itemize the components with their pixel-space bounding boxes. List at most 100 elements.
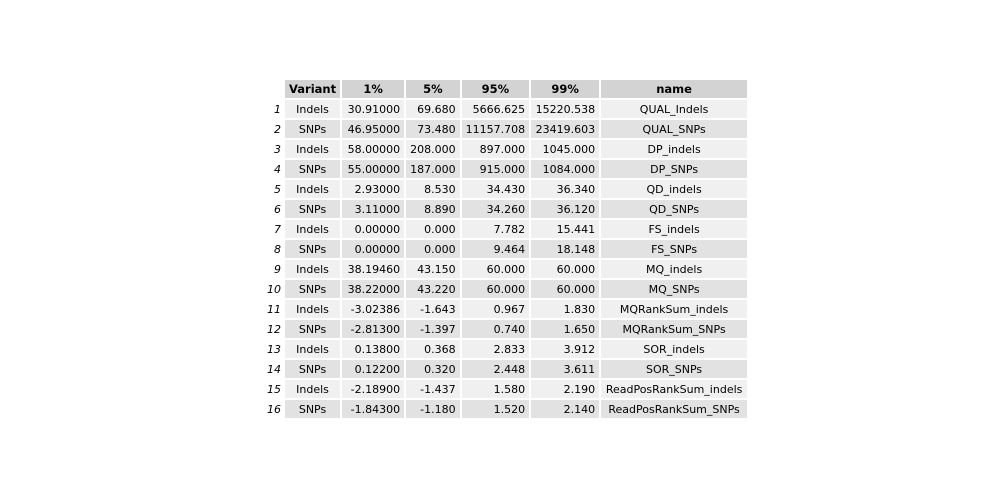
row-index-cell: 13	[263, 340, 283, 358]
pct95-cell: 1.520	[461, 400, 530, 418]
pct1-cell: 0.00000	[342, 240, 405, 258]
variant-cell: SNPs	[285, 160, 341, 178]
pct1-cell: 30.91000	[342, 100, 405, 118]
variant-cell: SNPs	[285, 200, 341, 218]
table-row: 2 SNPs 46.95000 73.480 11157.708 23419.603 QUA…	[263, 120, 748, 138]
table-row: 3 Indels 58.00000 208.000 897.000 1045.000 DP_…	[263, 140, 748, 158]
variant-cell: SNPs	[285, 320, 341, 338]
name-cell: QUAL_SNPs	[601, 120, 748, 138]
row-index-cell: 9	[263, 260, 283, 278]
header-cell-95pct: 95%	[461, 80, 530, 98]
pct95-cell: 34.430	[461, 180, 530, 198]
pct99-cell: 1.650	[531, 320, 600, 338]
pct5-cell: 43.220	[406, 280, 460, 298]
pct99-cell: 60.000	[531, 260, 600, 278]
name-cell: SOR_SNPs	[601, 360, 748, 378]
table-row: 5 Indels 2.93000 8.530 34.430 36.340 QD_indels	[263, 180, 748, 198]
table-row: 4 SNPs 55.00000 187.000 915.000 1084.000 DP_SN…	[263, 160, 748, 178]
row-index-cell: 12	[263, 320, 283, 338]
pct99-cell: 2.190	[531, 380, 600, 398]
pct5-cell: 208.000	[406, 140, 460, 158]
pct1-cell: 2.93000	[342, 180, 405, 198]
table-row: 1 Indels 30.91000 69.680 5666.625 15220.538 QU…	[263, 100, 748, 118]
row-index-cell: 5	[263, 180, 283, 198]
header-cell-variant: Variant	[285, 80, 341, 98]
data-table: Variant 1% 5% 95% 99% name 1 Indels 30.910…	[261, 78, 749, 420]
row-index-cell: 10	[263, 280, 283, 298]
pct5-cell: 73.480	[406, 120, 460, 138]
variant-cell: SNPs	[285, 360, 341, 378]
name-cell: MQ_SNPs	[601, 280, 748, 298]
variant-cell: Indels	[285, 380, 341, 398]
pct99-cell: 15220.538	[531, 100, 600, 118]
row-index-cell: 15	[263, 380, 283, 398]
variant-cell: Indels	[285, 140, 341, 158]
pct1-cell: 58.00000	[342, 140, 405, 158]
pct95-cell: 0.967	[461, 300, 530, 318]
pct95-cell: 915.000	[461, 160, 530, 178]
table-body: 1 Indels 30.91000 69.680 5666.625 15220.538 QU…	[263, 100, 748, 418]
table-row: 9 Indels 38.19460 43.150 60.000 60.000 MQ_inde…	[263, 260, 748, 278]
pct95-cell: 11157.708	[461, 120, 530, 138]
row-index-cell: 8	[263, 240, 283, 258]
pct1-cell: 0.13800	[342, 340, 405, 358]
table-row: 13 Indels 0.13800 0.368 2.833 3.912 SOR_indels	[263, 340, 748, 358]
pct95-cell: 9.464	[461, 240, 530, 258]
pct99-cell: 18.148	[531, 240, 600, 258]
pct5-cell: -1.397	[406, 320, 460, 338]
pct99-cell: 36.340	[531, 180, 600, 198]
name-cell: QUAL_Indels	[601, 100, 748, 118]
table-row: 8 SNPs 0.00000 0.000 9.464 18.148 FS_SNPs	[263, 240, 748, 258]
pct5-cell: -1.437	[406, 380, 460, 398]
table-row: 16 SNPs -1.84300 -1.180 1.520 2.140 ReadPosRan…	[263, 400, 748, 418]
variant-cell: Indels	[285, 340, 341, 358]
pct99-cell: 60.000	[531, 280, 600, 298]
pct1-cell: -1.84300	[342, 400, 405, 418]
pct1-cell: 38.19460	[342, 260, 405, 278]
pct95-cell: 5666.625	[461, 100, 530, 118]
variant-cell: SNPs	[285, 120, 341, 138]
table-row: 7 Indels 0.00000 0.000 7.782 15.441 FS_indels	[263, 220, 748, 238]
name-cell: MQRankSum_indels	[601, 300, 748, 318]
pct99-cell: 15.441	[531, 220, 600, 238]
name-cell: DP_SNPs	[601, 160, 748, 178]
variant-cell: SNPs	[285, 400, 341, 418]
pct95-cell: 1.580	[461, 380, 530, 398]
pct1-cell: 55.00000	[342, 160, 405, 178]
pct99-cell: 2.140	[531, 400, 600, 418]
name-cell: SOR_indels	[601, 340, 748, 358]
pct95-cell: 897.000	[461, 140, 530, 158]
pct5-cell: 43.150	[406, 260, 460, 278]
name-cell: QD_SNPs	[601, 200, 748, 218]
variant-cell: Indels	[285, 260, 341, 278]
row-index-cell: 3	[263, 140, 283, 158]
name-cell: FS_SNPs	[601, 240, 748, 258]
name-cell: QD_indels	[601, 180, 748, 198]
pct5-cell: -1.643	[406, 300, 460, 318]
variant-cell: Indels	[285, 180, 341, 198]
header-cell-1pct: 1%	[342, 80, 405, 98]
row-index-cell: 14	[263, 360, 283, 378]
row-index-cell: 16	[263, 400, 283, 418]
table-row: 11 Indels -3.02386 -1.643 0.967 1.830 MQRankSu…	[263, 300, 748, 318]
pct5-cell: 0.000	[406, 240, 460, 258]
row-index-cell: 7	[263, 220, 283, 238]
row-index-cell: 4	[263, 160, 283, 178]
name-cell: DP_indels	[601, 140, 748, 158]
row-index-cell: 11	[263, 300, 283, 318]
name-cell: ReadPosRankSum_SNPs	[601, 400, 748, 418]
name-cell: MQRankSum_SNPs	[601, 320, 748, 338]
header-cell-99pct: 99%	[531, 80, 600, 98]
variant-cell: SNPs	[285, 240, 341, 258]
pct5-cell: 8.530	[406, 180, 460, 198]
pct5-cell: -1.180	[406, 400, 460, 418]
pct95-cell: 0.740	[461, 320, 530, 338]
pct95-cell: 2.448	[461, 360, 530, 378]
pct1-cell: 46.95000	[342, 120, 405, 138]
header-cell-name: name	[601, 80, 748, 98]
pct1-cell: -3.02386	[342, 300, 405, 318]
variant-cell: SNPs	[285, 280, 341, 298]
header-cell-rowindex	[263, 80, 283, 98]
table-row: 10 SNPs 38.22000 43.220 60.000 60.000 MQ_SNPs	[263, 280, 748, 298]
